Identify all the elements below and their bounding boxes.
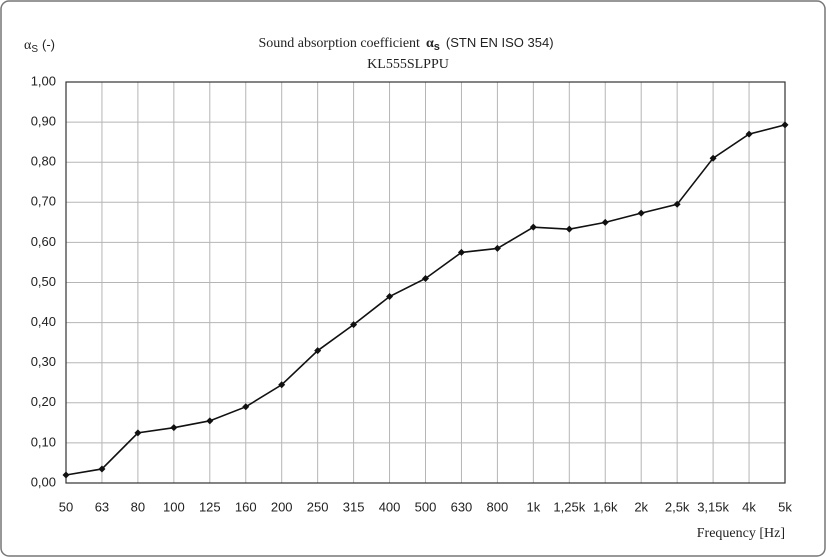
y-label-unit: (-) <box>42 37 55 52</box>
x-tick-label: 315 <box>343 499 365 514</box>
x-tick-label: 5k <box>778 499 792 514</box>
data-point <box>637 209 645 217</box>
y-tick-label: 0,70 <box>31 194 56 209</box>
x-tick-label: 630 <box>451 499 473 514</box>
data-point <box>422 274 429 282</box>
data-point <box>493 244 501 252</box>
x-tick-label: 1,25k <box>553 499 585 514</box>
y-tick-label: 0,00 <box>31 474 56 489</box>
data-point <box>242 403 250 411</box>
x-tick-label: 1,6k <box>593 499 618 514</box>
data-point <box>565 225 573 233</box>
x-tick-label: 2k <box>634 499 648 514</box>
y-label-subscript: S <box>31 44 38 55</box>
data-point <box>170 424 178 432</box>
x-tick-label: 63 <box>95 499 109 514</box>
y-tick-label: 0,20 <box>31 394 56 409</box>
x-tick-label: 2,5k <box>665 499 690 514</box>
data-point <box>745 130 753 138</box>
data-point <box>709 154 717 162</box>
x-tick-label: 800 <box>487 499 509 514</box>
data-point <box>529 223 537 231</box>
y-axis-label: αS (-) <box>24 37 55 54</box>
data-point <box>278 381 286 389</box>
data-point <box>98 465 106 473</box>
title-standard: (STN EN ISO 354) <box>446 35 554 50</box>
x-tick-label: 50 <box>59 499 73 514</box>
data-point <box>314 347 322 355</box>
y-tick-label: 0,30 <box>31 354 56 369</box>
y-label-symbol: α <box>24 38 32 53</box>
data-point <box>350 321 358 329</box>
data-point <box>781 121 789 129</box>
x-tick-label: 4k <box>742 499 756 514</box>
x-tick-label: 500 <box>415 499 437 514</box>
y-tick-label: 0,90 <box>31 114 56 129</box>
data-point <box>134 429 142 437</box>
title-text: Sound absorption coefficient <box>258 36 420 51</box>
x-tick-label: 80 <box>131 499 145 514</box>
y-tick-label: 0,40 <box>31 314 56 329</box>
x-tick-label: 400 <box>379 499 401 514</box>
data-point <box>62 471 70 479</box>
x-tick-label: 1k <box>526 499 540 514</box>
data-point <box>601 218 609 226</box>
plot-border <box>65 81 786 484</box>
data-point <box>386 293 394 301</box>
y-tick-label: 0,50 <box>31 274 56 289</box>
y-tick-label: 0,80 <box>31 154 56 169</box>
data-point <box>206 417 214 425</box>
x-tick-label: 250 <box>307 499 329 514</box>
x-tick-label: 160 <box>235 499 257 514</box>
chart-title: Sound absorption coefficient αs (STN EN IS… <box>258 35 553 52</box>
y-tick-label: 0,60 <box>31 234 56 249</box>
x-tick-label: 125 <box>199 499 221 514</box>
data-point <box>673 200 681 208</box>
title-symbol-subscript: s <box>434 41 440 53</box>
y-tick-label: 0,10 <box>31 434 56 449</box>
x-tick-label: 200 <box>271 499 293 514</box>
x-tick-label: 3,15k <box>697 499 729 514</box>
title-symbol: α <box>426 36 434 51</box>
chart-subtitle: KL555SLPPU <box>367 57 449 72</box>
y-tick-label: 1,00 <box>31 73 56 88</box>
x-tick-label: 100 <box>163 499 185 514</box>
x-axis-label: Frequency [Hz] <box>697 526 785 541</box>
data-point <box>457 248 465 256</box>
